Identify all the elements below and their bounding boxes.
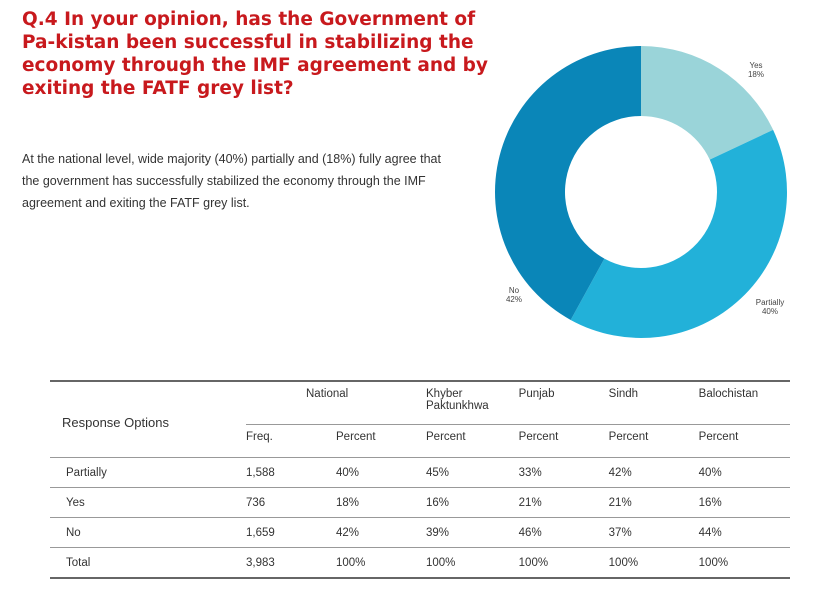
slice-partially — [570, 129, 787, 338]
row-label: No — [50, 517, 246, 548]
table-row-total: Total 3,983 100% 100% 100% 100% 100% — [50, 547, 790, 578]
region-header-balochistan: Balochistan — [698, 388, 759, 400]
cell-balochistan-percent: 40% — [698, 457, 790, 488]
slice-yes — [641, 46, 774, 160]
cell-sindh-percent: 37% — [608, 517, 699, 548]
cell-national-percent: 100% — [336, 547, 426, 578]
cell-kp-percent: 39% — [426, 517, 519, 548]
table-header-regions: Response Options National Khyber Paktunk… — [50, 381, 790, 430]
cell-kp-percent: 16% — [426, 487, 519, 518]
donut-slices — [495, 46, 787, 338]
subheader-percent: Percent — [608, 424, 699, 458]
cell-balochistan-percent: 16% — [698, 487, 790, 518]
cell-punjab-percent: 21% — [518, 487, 609, 518]
response-table: Response Options National Khyber Paktunk… — [50, 380, 790, 579]
cell-freq: 3,983 — [246, 547, 336, 578]
table-row-no: No 1,659 42% 39% 46% 37% 44% — [50, 517, 790, 548]
cell-balochistan-percent: 100% — [698, 547, 790, 578]
slice-label-yes: Yes — [749, 61, 762, 70]
cell-punjab-percent: 46% — [518, 517, 609, 548]
cell-freq: 1,659 — [246, 517, 336, 548]
cell-freq: 736 — [246, 487, 336, 518]
subheader-percent: Percent — [698, 424, 790, 458]
table-row-yes: Yes 736 18% 16% 21% 21% 16% — [50, 487, 790, 518]
cell-national-percent: 40% — [336, 457, 426, 488]
response-options-header: Response Options — [62, 415, 169, 430]
subheader-percent: Percent — [518, 424, 609, 458]
row-label: Total — [50, 547, 246, 578]
question-title: Q.4 In your opinion, has the Government … — [22, 9, 488, 99]
slice-value-partially: 40% — [762, 307, 778, 316]
slice-label-no: No — [509, 286, 520, 295]
subheader-percent: Percent — [336, 424, 426, 458]
slice-label-partially: Partially — [756, 298, 784, 307]
slice-value-yes: 18% — [748, 70, 764, 79]
slice-value-no: 42% — [506, 295, 522, 304]
table-row-partially: Partially 1,588 40% 45% 33% 42% 40% — [50, 457, 790, 488]
region-header-kp: Khyber Paktunkhwa — [426, 388, 489, 412]
cell-balochistan-percent: 44% — [698, 517, 790, 548]
subheader-percent: Percent — [426, 424, 519, 458]
summary-paragraph: At the national level, wide majority (40… — [22, 152, 441, 210]
region-header-national: National — [306, 388, 349, 400]
region-header-sindh: Sindh — [608, 388, 639, 400]
cell-punjab-percent: 100% — [518, 547, 609, 578]
region-header-punjab: Punjab — [518, 388, 555, 400]
cell-kp-percent: 100% — [426, 547, 519, 578]
cell-sindh-percent: 42% — [608, 457, 699, 488]
cell-sindh-percent: 100% — [608, 547, 699, 578]
subheader-freq: Freq. — [246, 424, 336, 458]
cell-national-percent: 42% — [336, 517, 426, 548]
row-label: Partially — [50, 457, 246, 488]
cell-sindh-percent: 21% — [608, 487, 699, 518]
cell-punjab-percent: 33% — [518, 457, 609, 488]
cell-national-percent: 18% — [336, 487, 426, 518]
slice-no — [495, 46, 641, 320]
cell-kp-percent: 45% — [426, 457, 519, 488]
table-header-measures: Freq. Percent Percent Percent Percent Pe… — [50, 424, 790, 458]
cell-freq: 1,588 — [246, 457, 336, 488]
row-label: Yes — [50, 487, 246, 518]
